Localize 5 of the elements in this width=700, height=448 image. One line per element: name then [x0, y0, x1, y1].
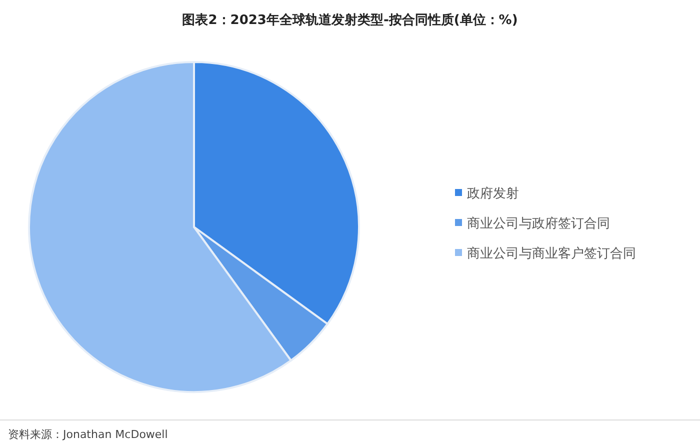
- text: 资料来源：Jonathan McDowell: [8, 428, 168, 441]
- legend-label: 商业公司与商业客户签订合同: [467, 246, 636, 262]
- legend-label: 商业公司与政府签订合同: [467, 216, 610, 232]
- chart-title: 图表2：2023年全球轨道发射类型-按合同性质(单位：%): [182, 12, 518, 28]
- legend-label: 政府发射: [467, 186, 519, 202]
